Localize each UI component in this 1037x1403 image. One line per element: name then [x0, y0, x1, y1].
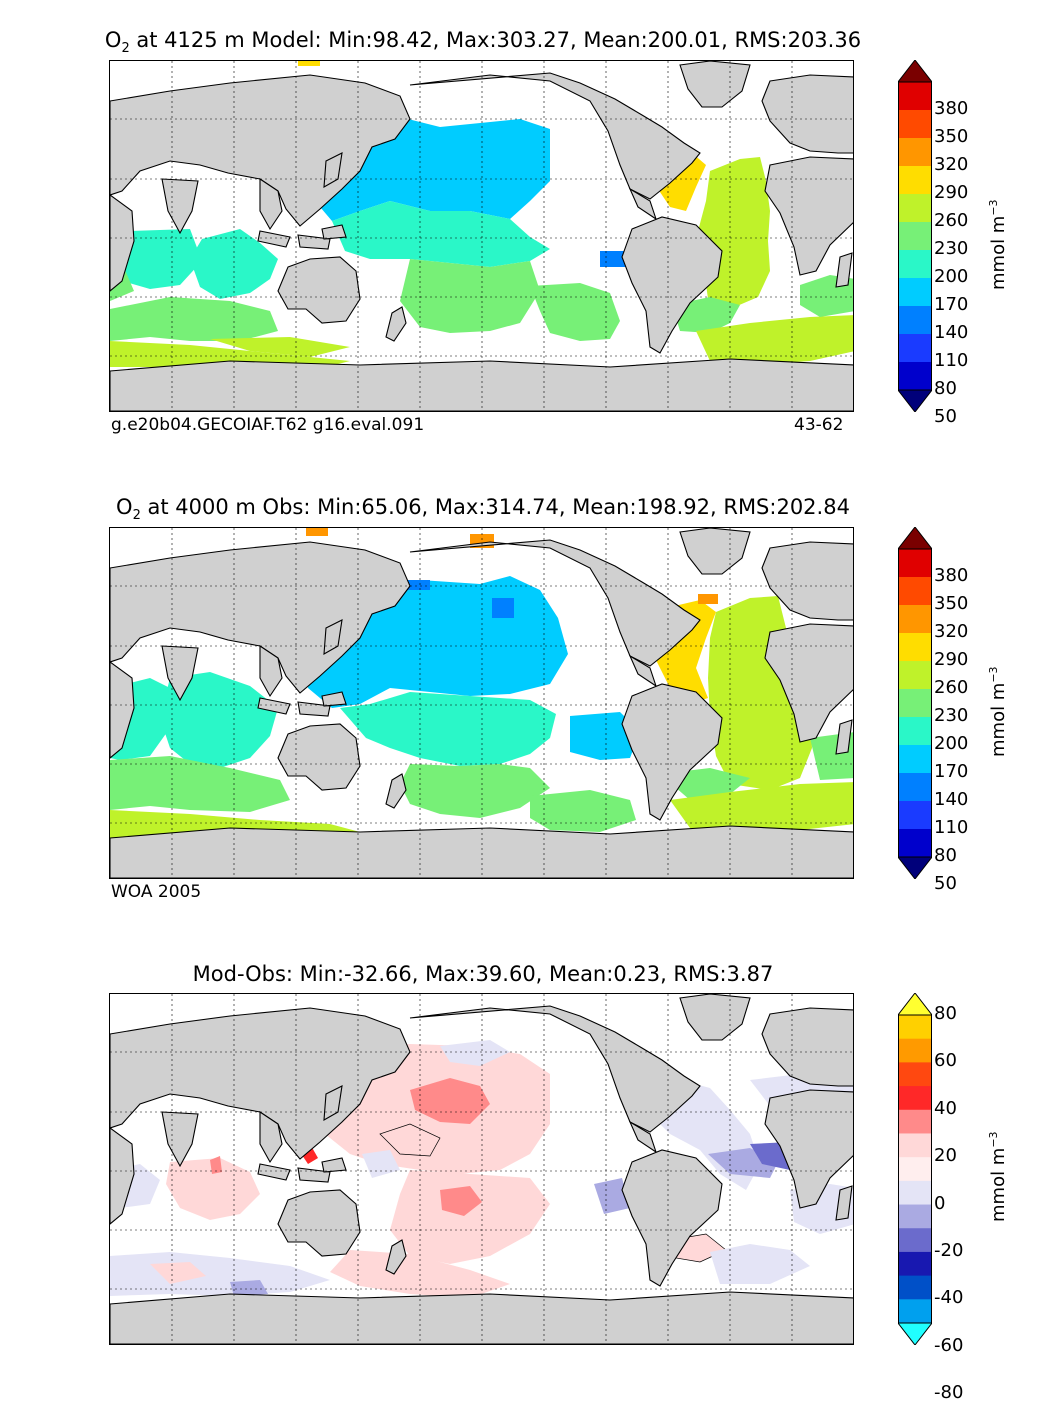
colorbar-tick-label: 50 — [934, 873, 957, 894]
colorbar-tick-label: 50 — [934, 406, 957, 427]
colorbar-tick-label: 290 — [934, 649, 969, 670]
panel3-title: Mod-Obs: Min:-32.66, Max:39.60, Mean:0.2… — [192, 962, 774, 986]
colorbar-segment — [898, 549, 932, 578]
colorbar-tick-label: 20 — [934, 1145, 957, 1167]
colorbar-tick-label: 0 — [934, 1192, 946, 1214]
colorbar-segment — [898, 829, 932, 858]
colorbar-segment — [898, 306, 932, 335]
colorbar-segment — [898, 1204, 932, 1229]
colorbar-3-svg — [896, 992, 934, 1346]
colorbar-segment — [898, 1180, 932, 1206]
colorbar-tick-label: 40 — [934, 1097, 957, 1119]
colorbar-segment — [898, 362, 932, 391]
colorbar-tick-label: 260 — [934, 210, 969, 231]
colorbar-segment — [898, 222, 932, 251]
colorbar-bottom-extend — [896, 856, 934, 880]
colorbar-tick-label: 230 — [934, 705, 969, 726]
colorbar-tick-label: 350 — [934, 126, 969, 147]
colorbar-segment — [898, 577, 932, 606]
colorbar-tick-label: 350 — [934, 593, 969, 614]
colorbar-top-extend — [896, 526, 934, 550]
colorbar-tick-label: 320 — [934, 621, 969, 642]
colorbar-segment — [898, 1157, 932, 1182]
colorbar-segment — [898, 1109, 932, 1134]
colorbar-segment — [898, 1015, 932, 1040]
colorbar-tick-label: 200 — [934, 733, 969, 754]
colorbar-segment — [898, 1062, 932, 1087]
colorbar-tick-label: 80 — [934, 378, 957, 399]
colorbar-segment — [898, 1133, 932, 1158]
colorbar-segment — [898, 661, 932, 690]
colorbar-segment — [898, 633, 932, 662]
colorbar-tick-label: 170 — [934, 294, 969, 315]
colorbar-segment — [898, 166, 932, 195]
colorbar-segment — [898, 605, 932, 634]
colorbar-segment — [898, 689, 932, 718]
colorbar-tick-label: 80 — [934, 1003, 957, 1024]
colorbar-top-extend — [896, 59, 934, 83]
colorbar-tick-label: 290 — [934, 182, 969, 203]
colorbar-tick-label: 320 — [934, 154, 969, 175]
colorbar-2-units: mmol m−3 — [987, 666, 1009, 757]
colorbar-1-units: mmol m−3 — [987, 199, 1009, 290]
model-map — [109, 60, 854, 412]
diff-map — [109, 993, 854, 1345]
colorbar-tick-label: 60 — [934, 1050, 957, 1072]
model-run-id: g.e20b04.GECOIAF.T62 g16.eval.091 — [111, 415, 425, 435]
colorbar-segment — [898, 717, 932, 746]
colorbar-3-units: mmol m−3 — [987, 1131, 1009, 1222]
colorbar-segment — [898, 1275, 932, 1300]
colorbar-tick-label: 80 — [934, 845, 957, 866]
colorbar-segment — [898, 194, 932, 223]
obs-map — [109, 527, 854, 879]
difference-colorbar — [896, 992, 934, 1346]
colorbar-segment — [898, 773, 932, 802]
colorbar-tick-label: 380 — [934, 98, 969, 119]
colorbar-tick-label: -60 — [934, 1334, 964, 1356]
colorbar-segment — [898, 1086, 932, 1111]
model-years: 43-62 — [794, 415, 844, 435]
colorbar-1-svg — [896, 59, 934, 413]
colorbar-segment — [898, 1038, 932, 1063]
colorbar-tick-label: -20 — [934, 1239, 964, 1261]
colorbar-segment — [898, 334, 932, 363]
colorbar-segment — [898, 278, 932, 307]
absolute-colorbar-2 — [896, 526, 934, 880]
colorbar-tick-label: 110 — [934, 817, 969, 838]
colorbar-bottom-extend — [896, 1322, 934, 1346]
colorbar-segment — [898, 250, 932, 279]
colorbar-segment — [898, 138, 932, 167]
colorbar-tick-label: -40 — [934, 1287, 964, 1309]
colorbar-tick-label: -80 — [934, 1382, 964, 1403]
colorbar-segment — [898, 82, 932, 111]
colorbar-tick-label: 110 — [934, 350, 969, 371]
colorbar-segment — [898, 1251, 932, 1277]
colorbar-segment — [898, 801, 932, 830]
colorbar-bottom-extend — [896, 389, 934, 413]
colorbar-tick-label: 230 — [934, 238, 969, 259]
colorbar-tick-label: 380 — [934, 565, 969, 586]
colorbar-tick-label: 170 — [934, 761, 969, 782]
colorbar-segment — [898, 1228, 932, 1253]
colorbar-segment — [898, 745, 932, 774]
obs-source: WOA 2005 — [111, 882, 202, 902]
absolute-colorbar-1 — [896, 59, 934, 413]
panel1-title: O2 at 4125 m Model: Min:98.42, Max:303.2… — [104, 28, 862, 57]
colorbar-segment — [898, 110, 932, 139]
panel2-title: O2 at 4000 m Obs: Min:65.06, Max:314.74,… — [116, 495, 850, 524]
colorbar-tick-label: 200 — [934, 266, 969, 287]
colorbar-tick-label: 140 — [934, 789, 969, 810]
colorbar-segment — [898, 1299, 932, 1324]
colorbar-tick-label: 260 — [934, 677, 969, 698]
colorbar-tick-label: 140 — [934, 322, 969, 343]
colorbar-top-extend — [896, 992, 934, 1016]
colorbar-2-svg — [896, 526, 934, 880]
